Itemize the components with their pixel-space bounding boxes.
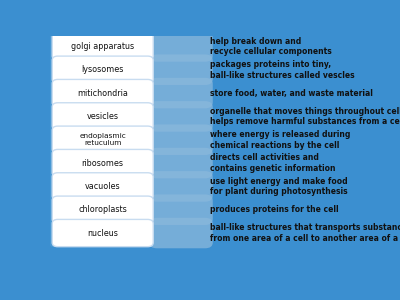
Text: produces proteins for the cell: produces proteins for the cell — [210, 205, 338, 214]
Text: ribosomes: ribosomes — [82, 158, 124, 167]
FancyBboxPatch shape — [52, 33, 153, 60]
FancyBboxPatch shape — [149, 78, 213, 108]
FancyBboxPatch shape — [52, 149, 153, 177]
Text: endoplasmic: endoplasmic — [79, 133, 126, 139]
FancyBboxPatch shape — [149, 55, 213, 85]
Text: vacuoles: vacuoles — [85, 182, 120, 191]
FancyBboxPatch shape — [50, 32, 154, 247]
FancyBboxPatch shape — [149, 218, 213, 248]
FancyBboxPatch shape — [52, 219, 153, 247]
Text: retuculum: retuculum — [84, 140, 122, 146]
FancyBboxPatch shape — [149, 148, 213, 178]
Text: where energy is released during
chemical reactions by the cell: where energy is released during chemical… — [210, 130, 350, 150]
FancyBboxPatch shape — [52, 173, 153, 200]
FancyBboxPatch shape — [149, 194, 213, 225]
FancyBboxPatch shape — [52, 80, 153, 107]
Text: vesicles: vesicles — [87, 112, 119, 121]
Text: nucleus: nucleus — [87, 229, 118, 238]
FancyBboxPatch shape — [52, 56, 153, 83]
FancyBboxPatch shape — [52, 126, 153, 153]
Text: mitichondria: mitichondria — [77, 88, 128, 98]
FancyBboxPatch shape — [149, 31, 213, 62]
Text: ball-like structures that transports substances
from one area of a cell to anoth: ball-like structures that transports sub… — [210, 223, 400, 243]
FancyBboxPatch shape — [149, 171, 213, 202]
Text: directs cell activities and
contains genetic information: directs cell activities and contains gen… — [210, 153, 335, 173]
FancyBboxPatch shape — [52, 103, 153, 130]
Text: store food, water, and waste material: store food, water, and waste material — [210, 88, 372, 98]
Text: use light energy and make food
for plant during photosynthesis: use light energy and make food for plant… — [210, 176, 347, 196]
Text: help break down and
recycle cellular components: help break down and recycle cellular com… — [210, 37, 331, 56]
FancyBboxPatch shape — [52, 196, 153, 223]
FancyBboxPatch shape — [149, 101, 213, 132]
FancyBboxPatch shape — [149, 124, 213, 155]
Text: lysosomes: lysosomes — [82, 65, 124, 74]
Text: organelle that moves things throughout cell and
helps remove harmful substances : organelle that moves things throughout c… — [210, 106, 400, 126]
Text: golgi apparatus: golgi apparatus — [71, 42, 134, 51]
Text: chloroplasts: chloroplasts — [78, 205, 127, 214]
Text: packages proteins into tiny,
ball-like structures called vescles: packages proteins into tiny, ball-like s… — [210, 60, 354, 80]
